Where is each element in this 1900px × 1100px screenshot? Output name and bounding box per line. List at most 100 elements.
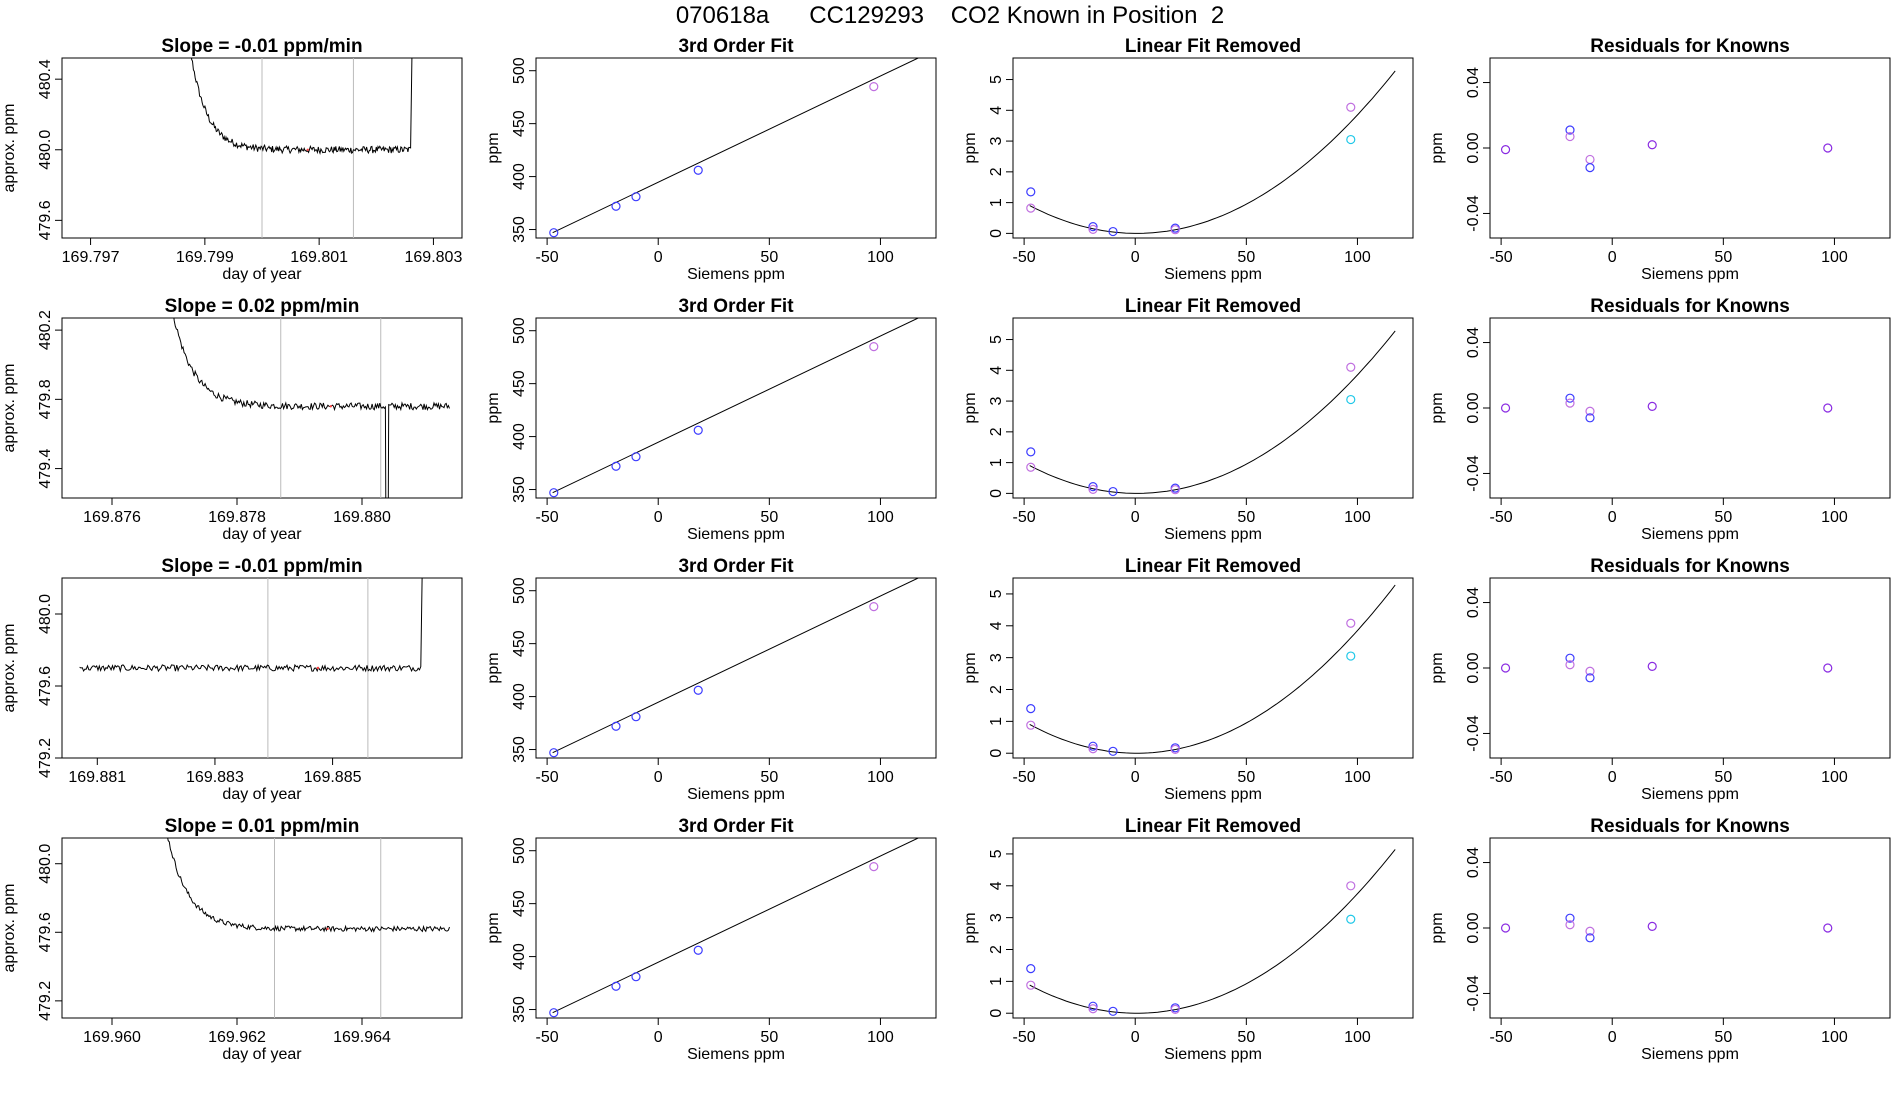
concentration-trace [167, 838, 450, 933]
fit-curve [1029, 330, 1396, 494]
y-tick-label: 450 [511, 890, 528, 917]
plot-frame [1012, 837, 1414, 1019]
data-point [1585, 154, 1595, 165]
plot-area [1500, 393, 1833, 423]
data-point [869, 861, 879, 872]
plot-frame [1489, 577, 1891, 759]
x-tick-label: 0 [654, 769, 663, 786]
y-tick-label: 450 [511, 630, 528, 657]
y-tick-label: 4 [988, 881, 1005, 890]
data-point [693, 165, 703, 175]
panel-1-1: 3rd Order Fit -50 0 50 100 Siemens ppm 350 400 4… [485, 296, 937, 543]
plot-area [1026, 849, 1396, 1016]
x-tick-label: 100 [1344, 769, 1371, 786]
x-tick-label: 100 [1344, 249, 1371, 266]
data-point [1088, 484, 1098, 494]
concentration-trace [191, 58, 413, 155]
x-tick-label: 50 [1714, 769, 1732, 786]
y-axis-label: approx. ppm [1, 104, 18, 193]
x-axis-label: Siemens ppm [1164, 526, 1262, 543]
x-tick-label: 100 [867, 249, 894, 266]
x-axis-label: Siemens ppm [1164, 266, 1262, 283]
x-tick-label: 0 [1131, 509, 1140, 526]
data-point [549, 228, 559, 238]
y-tick-label: 0.04 [1465, 67, 1482, 98]
data-point [1500, 923, 1511, 933]
data-point [1108, 226, 1118, 237]
x-tick-label: 50 [760, 249, 778, 266]
y-tick-label: 0 [988, 1009, 1005, 1018]
data-point [1026, 964, 1036, 974]
x-tick-label: 50 [1714, 249, 1732, 266]
y-tick-label: 480.0 [37, 594, 54, 634]
data-point [1585, 926, 1595, 936]
y-tick-label: 479.6 [37, 200, 54, 240]
y-tick-label: 5 [988, 589, 1005, 598]
data-point [1108, 1006, 1118, 1016]
data-point [693, 425, 703, 435]
y-axis-label: approx. ppm [1, 884, 18, 973]
data-point [1585, 406, 1595, 416]
x-tick-label: 50 [760, 769, 778, 786]
data-point [611, 721, 621, 731]
data-point [1170, 225, 1180, 235]
panel-title: Linear Fit Removed [1125, 296, 1301, 317]
data-point [1026, 203, 1036, 213]
data-point [1500, 663, 1511, 673]
x-tick-label: 169.881 [68, 769, 126, 786]
panel-title: 3rd Order Fit [678, 36, 794, 57]
y-tick-label: 3 [988, 137, 1005, 146]
x-tick-label: 169.962 [208, 1029, 266, 1046]
panel-0-0: Slope = -0.01 ppm/min 169.797 169.799 169.8… [1, 36, 463, 283]
panel-2-1: 3rd Order Fit -50 0 50 100 Siemens ppm 350 400 4… [485, 556, 937, 803]
data-point [1500, 403, 1511, 413]
x-tick-label: -50 [536, 769, 559, 786]
x-tick-label: 0 [654, 509, 663, 526]
y-tick-label: 479.6 [37, 666, 54, 706]
panel-title: Slope = -0.01 ppm/min [161, 36, 362, 57]
data-point [1565, 125, 1575, 135]
y-tick-label: 1 [988, 198, 1005, 207]
plot-frame [61, 837, 463, 1019]
data-point [1565, 660, 1575, 670]
x-tick-label: -50 [1490, 769, 1513, 786]
data-point [1088, 224, 1098, 234]
x-tick-label: 0 [654, 1029, 663, 1046]
panel-2-0: Slope = -0.01 ppm/min 169.881 169.883 169.8… [1, 556, 463, 803]
x-tick-label: 169.880 [333, 509, 391, 526]
x-tick-label: -50 [1013, 1029, 1036, 1046]
mean-marker [329, 405, 332, 408]
y-tick-label: 5 [988, 335, 1005, 344]
fit-line [552, 578, 919, 754]
x-axis-label: day of year [222, 786, 302, 803]
panel-3-1: 3rd Order Fit -50 0 50 100 Siemens ppm 350 400 4… [485, 816, 937, 1063]
data-point [1585, 673, 1595, 683]
y-axis-label: ppm [1429, 132, 1446, 163]
x-axis-label: day of year [222, 266, 302, 283]
mean-marker [316, 666, 320, 670]
data-point [1088, 222, 1098, 232]
x-tick-label: 0 [1608, 249, 1617, 266]
y-tick-label: 2 [988, 945, 1005, 954]
panel-0-3: Residuals for Knowns -50 0 50 100 Siemens ppm… [1429, 36, 1891, 283]
mean-marker [306, 148, 309, 151]
data-point [549, 1008, 559, 1018]
plot-area [1500, 125, 1833, 173]
x-tick-label: 50 [1237, 509, 1255, 526]
x-tick-label: -50 [536, 509, 559, 526]
data-point [611, 461, 621, 471]
plot-frame [61, 317, 463, 499]
plot-frame [1489, 317, 1891, 499]
data-point [1823, 663, 1833, 673]
figure-title: 070618a CC129293 CO2 Known in Position 2 [675, 2, 1225, 29]
data-point [869, 81, 879, 92]
y-tick-label: -0.04 [1465, 195, 1482, 232]
x-axis-label: Siemens ppm [1641, 786, 1739, 803]
y-tick-label: 400 [511, 943, 528, 970]
y-tick-label: 4 [988, 106, 1005, 115]
y-tick-label: 3 [988, 397, 1005, 406]
plot-area [549, 318, 919, 498]
data-point [1823, 143, 1833, 153]
y-tick-label: 0 [988, 229, 1005, 238]
